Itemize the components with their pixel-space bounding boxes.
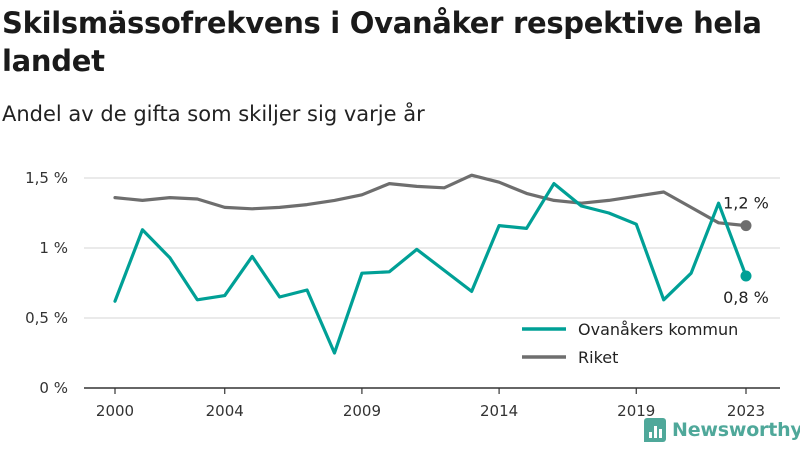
x-tick-label: 2014 xyxy=(480,402,518,420)
x-tick-label: 2019 xyxy=(617,402,655,420)
bar-chart-icon xyxy=(644,418,666,442)
chart-title: Skilsmässofrekvens i Ovanåker respektive… xyxy=(2,6,762,78)
end-point-riket xyxy=(740,220,752,232)
y-tick-label: 0 % xyxy=(39,379,68,397)
series-line-ovanaker xyxy=(113,182,748,355)
brand-name: Newsworthy xyxy=(672,419,800,441)
x-tick-label: 2009 xyxy=(343,402,381,420)
end-point-ovanaker xyxy=(740,270,752,282)
chart-subtitle: Andel av de gifta som skiljer sig varje … xyxy=(2,102,425,126)
x-tick-label: 2004 xyxy=(206,402,244,420)
end-label-riket: 1,2 % xyxy=(723,194,769,213)
newsworthy-logo: Newsworthy xyxy=(644,418,800,442)
y-tick-label: 1,5 % xyxy=(25,169,68,187)
end-label-ovanaker: 0,8 % xyxy=(723,288,769,307)
x-tick-label: 2000 xyxy=(96,402,134,420)
legend-label: Riket xyxy=(578,348,618,367)
y-tick-label: 0,5 % xyxy=(25,309,68,327)
y-tick-label: 1 % xyxy=(39,239,68,257)
series-line-riket xyxy=(113,173,748,228)
legend-label: Ovanåkers kommun xyxy=(578,320,738,339)
x-tick-label: 2023 xyxy=(727,402,765,420)
